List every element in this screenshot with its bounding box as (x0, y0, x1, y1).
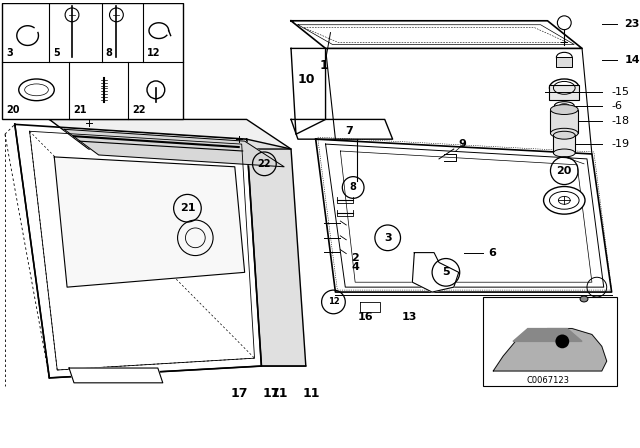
Text: 14: 14 (625, 55, 640, 65)
Polygon shape (246, 139, 306, 366)
Text: 5: 5 (53, 48, 60, 58)
Ellipse shape (543, 186, 585, 214)
Text: 3: 3 (6, 48, 13, 58)
Text: 22: 22 (258, 159, 271, 169)
Text: 3: 3 (384, 233, 392, 243)
Bar (550, 110, 578, 133)
Text: 21: 21 (73, 105, 86, 116)
Circle shape (556, 335, 569, 348)
Polygon shape (412, 253, 459, 292)
Ellipse shape (550, 128, 578, 138)
Text: 9: 9 (459, 139, 467, 149)
Bar (554, 135, 575, 153)
Text: 20: 20 (557, 166, 572, 176)
Text: 7: 7 (346, 126, 353, 136)
Ellipse shape (550, 79, 579, 97)
Polygon shape (291, 48, 326, 134)
Text: 16: 16 (357, 312, 373, 322)
Text: -15: -15 (612, 87, 630, 97)
Text: 4: 4 (351, 263, 359, 272)
Polygon shape (69, 368, 163, 383)
Text: 17: 17 (262, 387, 280, 400)
Text: 17: 17 (231, 387, 248, 400)
Ellipse shape (554, 131, 575, 139)
Text: 11: 11 (271, 387, 288, 400)
Text: 21: 21 (180, 203, 195, 213)
Text: 12: 12 (147, 48, 161, 58)
Polygon shape (493, 328, 607, 371)
Ellipse shape (550, 105, 578, 115)
Text: 23: 23 (625, 19, 640, 29)
Polygon shape (291, 21, 582, 48)
Text: 8: 8 (106, 48, 113, 58)
Polygon shape (15, 125, 261, 378)
Text: 5: 5 (442, 267, 450, 277)
Text: -18: -18 (612, 116, 630, 126)
Text: -19: -19 (612, 139, 630, 149)
Ellipse shape (554, 149, 575, 157)
Bar (556, 57, 572, 67)
Text: -6: -6 (612, 101, 623, 111)
Polygon shape (316, 139, 612, 292)
Text: 11: 11 (303, 387, 321, 400)
Bar (483, 297, 616, 386)
Bar (550, 85, 579, 100)
Text: 2: 2 (351, 253, 359, 263)
Ellipse shape (554, 102, 574, 110)
Text: 13: 13 (402, 312, 417, 322)
Text: 10: 10 (297, 73, 315, 86)
Polygon shape (64, 129, 284, 167)
Text: C0067123: C0067123 (526, 376, 569, 385)
Text: 20: 20 (6, 105, 19, 116)
Text: 6: 6 (488, 248, 496, 258)
Ellipse shape (580, 296, 588, 302)
Text: 22: 22 (132, 105, 146, 116)
Polygon shape (54, 157, 244, 287)
Text: 8: 8 (349, 182, 356, 193)
Bar (2, 3, 182, 120)
Polygon shape (49, 120, 291, 149)
Text: 12: 12 (328, 297, 339, 306)
Text: 1: 1 (319, 59, 328, 72)
Polygon shape (513, 328, 582, 341)
